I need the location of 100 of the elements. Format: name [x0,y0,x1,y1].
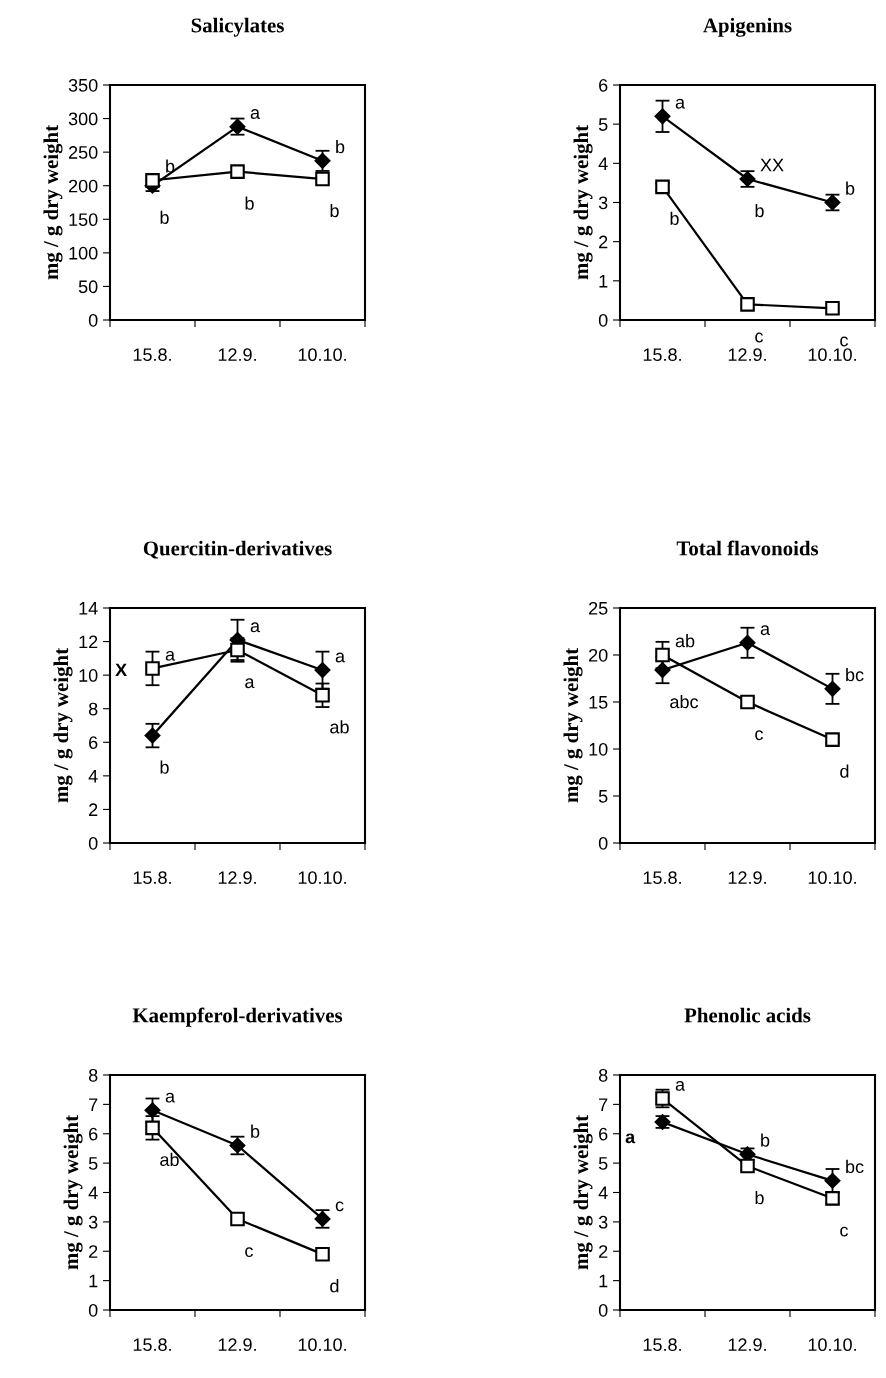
x-tick-label: 15.8. [133,1338,171,1352]
x-tick-label: 10.10. [808,348,856,362]
y-axis-title: mg / g dry weight [53,648,73,803]
annotation: a [760,625,771,636]
annotation: c [245,1247,253,1258]
x-tick-label: 12.9. [218,871,256,885]
chart-title: Kaempferol-derivatives [132,1007,343,1027]
y-tick-label: 300 [68,112,98,126]
y-tick-label: 15 [589,696,608,709]
x-tick-label: 12.9. [728,871,766,885]
x-tick-label: 12.9. [728,1338,766,1352]
annotation: X [115,663,127,677]
y-tick-label: 6 [599,1127,608,1141]
y-tick-label: 4 [88,1186,98,1200]
annotation: a [250,109,261,119]
y-tick-label: 0 [598,836,608,850]
annotation: b [160,760,169,774]
x-tick-label: 15.8. [643,871,681,885]
y-tick-label: 3 [598,1215,608,1229]
y-tick-label: 7 [599,1098,608,1111]
y-tick-label: 150 [69,213,98,227]
y-tick-label: 1 [599,1274,608,1288]
annotation: ab [160,1152,179,1167]
annotation: ab [675,634,695,648]
annotation: a [625,1133,636,1144]
annotation: a [335,652,346,663]
y-tick-label: 14 [79,602,98,615]
y-axis-title: mg / g dry weight [573,1115,593,1270]
y-tick-label: 100 [69,246,98,260]
y-tick-label: 350 [68,78,98,92]
y-tick-label: 20 [589,648,608,662]
y-tick-label: 2 [599,235,608,249]
y-tick-label: 10 [589,742,608,756]
annotation: a [165,1092,176,1103]
y-tick-label: 6 [89,1127,98,1141]
y-tick-label: 7 [89,1098,98,1111]
y-tick-label: 4 [598,157,608,170]
y-axis-title: mg / g dry weight [573,125,593,280]
annotation: bc [846,667,864,682]
chart-title: Total flavonoids [676,540,819,556]
y-tick-label: 200 [68,179,98,193]
y-tick-label: 0 [88,1303,98,1317]
x-tick-label: 10.10. [808,871,856,885]
y-tick-label: 3 [598,196,608,210]
y-tick-label: 12 [79,635,98,649]
annotation: a [250,622,261,633]
annotation: c [755,730,763,741]
y-tick-label: 25 [589,601,608,615]
y-tick-label: 2 [89,803,98,816]
y-tick-label: 4 [598,1186,608,1200]
annotation: c [335,1201,344,1212]
y-tick-label: 8 [88,702,98,716]
y-tick-label: 8 [598,1068,608,1082]
annotation: a [165,650,176,661]
x-tick-label: 12.9. [218,1338,256,1352]
x-tick-label: 10.10. [808,1338,856,1352]
x-tick-label: 12.9. [218,348,256,362]
annotation: bc [846,1159,864,1174]
annotation: a [245,678,255,689]
y-tick-label: 10 [79,669,98,682]
y-axis-title: mg / g dry weight [563,648,583,803]
annotation: b [330,203,339,218]
annotation: c [755,332,763,343]
y-axis-title: mg / g dry weight [43,125,63,280]
chart-title: Phenolic acids [684,1007,811,1023]
y-tick-label: 250 [68,146,98,159]
y-tick-label: 2 [599,1245,608,1258]
y-tick-label: 50 [78,280,98,294]
y-tick-label: 5 [598,1157,608,1170]
y-tick-label: 0 [598,313,608,327]
chart-title: Salicylates [191,17,284,37]
x-tick-label: 10.10. [298,871,346,885]
y-tick-label: 8 [88,1068,98,1082]
annotation: b [160,210,169,224]
annotation: b [336,139,345,154]
x-tick-label: 12.9. [728,348,766,362]
y-tick-label: 0 [88,313,98,327]
annotation: a [675,1080,686,1091]
x-tick-label: 10.10. [298,1338,346,1352]
y-tick-label: 0 [598,1303,608,1317]
x-tick-label: 15.8. [133,871,171,885]
y-tick-label: 5 [598,790,608,803]
y-tick-label: 4 [88,769,98,783]
annotation: b [846,181,855,195]
y-tick-label: 5 [598,118,608,131]
y-tick-label: 1 [89,1274,98,1288]
x-tick-label: 10.10. [298,348,346,362]
annotation: XX [760,158,784,172]
annotation: b [755,203,764,218]
annotation: b [761,1133,770,1147]
annotation: a [675,98,686,109]
x-tick-label: 15.8. [643,1338,681,1352]
y-tick-label: 5 [88,1157,98,1170]
annotation: c [840,1226,848,1237]
y-tick-label: 0 [88,836,98,850]
y-tick-label: 2 [89,1245,98,1258]
x-tick-label: 15.8. [133,348,171,362]
y-tick-label: 6 [89,736,98,750]
y-tick-label: 6 [599,78,608,92]
annotation: ab [330,720,349,734]
